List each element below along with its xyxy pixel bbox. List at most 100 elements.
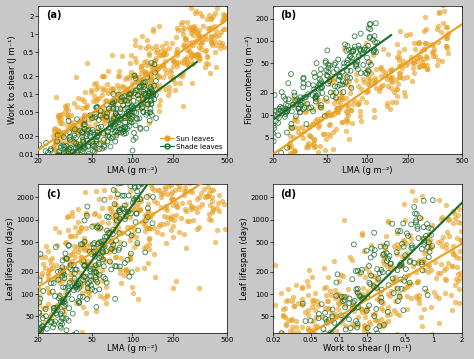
Point bbox=[366, 82, 374, 88]
Point bbox=[305, 157, 312, 162]
Point bbox=[310, 141, 317, 146]
Point bbox=[139, 104, 146, 109]
Point bbox=[59, 258, 66, 264]
Point bbox=[162, 59, 169, 64]
Point bbox=[119, 102, 127, 108]
Point bbox=[100, 238, 108, 243]
Point bbox=[195, 57, 202, 62]
Point bbox=[357, 70, 365, 76]
Point bbox=[408, 242, 416, 248]
Point bbox=[190, 28, 198, 34]
Point bbox=[303, 101, 311, 107]
Point bbox=[428, 244, 435, 250]
Point bbox=[150, 134, 157, 140]
Point bbox=[100, 137, 108, 143]
Point bbox=[304, 327, 311, 333]
Point bbox=[297, 154, 304, 160]
Point bbox=[125, 87, 132, 92]
Point bbox=[121, 267, 128, 273]
Point bbox=[107, 122, 114, 128]
Point bbox=[204, 194, 211, 199]
Point bbox=[137, 63, 145, 69]
Point bbox=[351, 33, 358, 39]
Point bbox=[63, 327, 70, 333]
Point bbox=[314, 124, 322, 130]
Point bbox=[295, 106, 302, 112]
Point bbox=[140, 84, 148, 89]
Point bbox=[178, 60, 186, 65]
Point bbox=[327, 330, 335, 336]
Point bbox=[54, 132, 62, 138]
Point bbox=[184, 173, 191, 179]
Point bbox=[149, 65, 156, 71]
Point bbox=[146, 214, 154, 220]
Point bbox=[346, 85, 354, 90]
Point bbox=[99, 257, 107, 262]
Point bbox=[93, 104, 100, 110]
Point bbox=[144, 102, 152, 107]
Point bbox=[150, 199, 157, 204]
Point bbox=[65, 146, 73, 152]
Point bbox=[44, 165, 52, 171]
Point bbox=[138, 146, 146, 151]
Point bbox=[396, 294, 403, 299]
Point bbox=[344, 68, 351, 74]
Point bbox=[435, 321, 443, 326]
Point bbox=[210, 38, 218, 44]
Point bbox=[320, 265, 328, 271]
Point bbox=[304, 312, 312, 318]
Point bbox=[173, 47, 181, 52]
Point bbox=[68, 271, 76, 277]
Point bbox=[336, 82, 344, 88]
Point bbox=[103, 234, 110, 239]
Point bbox=[65, 259, 73, 265]
Point bbox=[125, 89, 133, 94]
Point bbox=[394, 86, 401, 92]
Point bbox=[281, 114, 289, 120]
X-axis label: Work to shear (J m⁻¹): Work to shear (J m⁻¹) bbox=[323, 344, 412, 354]
Point bbox=[109, 91, 117, 97]
Point bbox=[314, 149, 322, 155]
Point bbox=[147, 70, 155, 75]
Point bbox=[387, 293, 394, 299]
Point bbox=[380, 251, 388, 257]
Point bbox=[348, 257, 356, 263]
Point bbox=[141, 212, 149, 218]
Point bbox=[453, 264, 461, 270]
Point bbox=[183, 47, 191, 53]
Point bbox=[185, 24, 193, 29]
Point bbox=[109, 177, 117, 182]
Point bbox=[71, 277, 79, 283]
Point bbox=[447, 293, 455, 298]
Point bbox=[87, 87, 95, 93]
Point bbox=[90, 141, 97, 147]
Point bbox=[282, 298, 290, 304]
Point bbox=[420, 260, 428, 265]
Point bbox=[399, 237, 407, 243]
Point bbox=[45, 290, 53, 295]
Point bbox=[90, 245, 98, 251]
Point bbox=[365, 75, 372, 80]
Point bbox=[173, 203, 181, 209]
Point bbox=[372, 49, 380, 55]
Point bbox=[434, 270, 441, 276]
Point bbox=[142, 69, 149, 75]
Point bbox=[415, 296, 423, 302]
Point bbox=[271, 92, 278, 98]
Point bbox=[187, 203, 194, 209]
Point bbox=[341, 81, 348, 87]
Point bbox=[331, 320, 338, 326]
Point bbox=[408, 245, 415, 251]
Point bbox=[216, 155, 223, 161]
Point bbox=[55, 292, 63, 297]
Point bbox=[84, 248, 91, 253]
Point bbox=[284, 348, 292, 354]
Point bbox=[357, 270, 365, 275]
Point bbox=[37, 328, 45, 334]
Point bbox=[273, 354, 280, 359]
Point bbox=[66, 181, 73, 187]
Point bbox=[109, 240, 117, 246]
Point bbox=[365, 59, 373, 65]
Point bbox=[96, 126, 103, 132]
Point bbox=[416, 54, 424, 60]
